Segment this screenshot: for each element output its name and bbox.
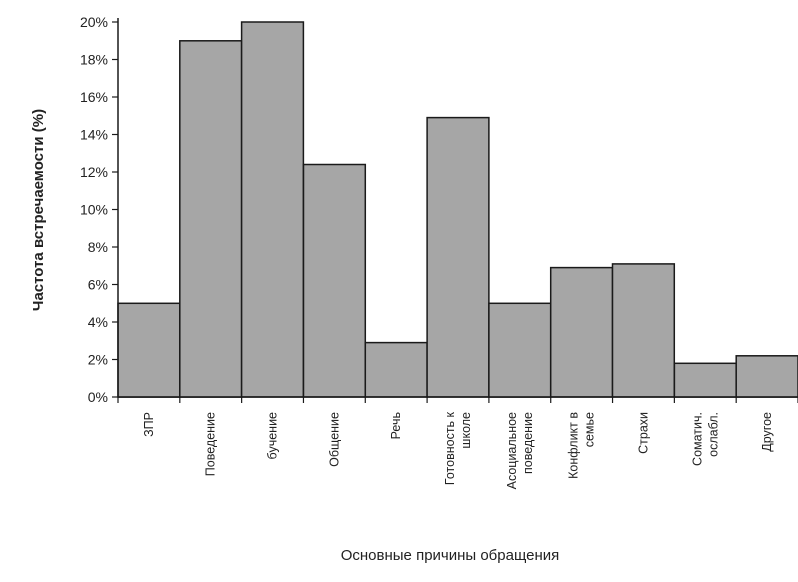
x-tick-label: ЗПР — [142, 412, 156, 437]
bar — [735, 355, 798, 398]
bar — [364, 341, 428, 398]
x-tick-label-line: Общение — [327, 412, 341, 467]
bar — [302, 163, 367, 398]
y-tick-label: 20% — [80, 14, 108, 30]
x-tick-label: Асоциальное поведение — [505, 412, 535, 489]
bar — [117, 302, 181, 398]
y-tick-label: 12% — [80, 164, 108, 180]
x-tick-label: Общение — [327, 412, 341, 467]
x-tick-label-line: семье — [583, 412, 597, 447]
y-tick-label: 18% — [80, 52, 108, 68]
x-tick-label: Конфликт в семье — [567, 412, 597, 479]
y-tick-label: 16% — [80, 89, 108, 105]
y-tick-label: 6% — [88, 277, 108, 293]
bar — [611, 263, 676, 398]
bar — [426, 116, 490, 398]
x-tick-label-line: поведение — [521, 412, 535, 474]
x-tick-label-line: Страхи — [637, 412, 651, 454]
x-tick-label-line: Речь — [389, 412, 403, 439]
y-tick-label: 2% — [88, 352, 108, 368]
x-tick-label-line: ослабл. — [706, 412, 720, 457]
bar — [179, 40, 243, 398]
x-tick-label-line: Другое — [760, 412, 774, 452]
y-tick-label: 8% — [88, 239, 108, 255]
y-tick-label: 10% — [80, 202, 108, 218]
bar — [549, 266, 614, 398]
bar — [240, 21, 305, 398]
x-tick-label: Готовность к школе — [443, 411, 473, 485]
axis-layer: 0% 2% 4% 6% 8% 10% 12% 14% 16% 18% 20% ЗПР Поведение… — [80, 14, 798, 489]
y-tick-label: 0% — [88, 389, 108, 405]
x-tick-label-line: Соматич. — [690, 412, 704, 466]
x-tick-label-line: школе — [459, 412, 473, 449]
x-tick-label: бучение — [266, 412, 280, 459]
x-tick-label-line: Конфликт в — [567, 412, 581, 479]
x-tick-label-line: Асоциальное — [505, 412, 519, 489]
bar — [673, 362, 737, 398]
bar — [488, 302, 552, 398]
y-axis-title: Частота встречаемости (%) — [30, 109, 47, 311]
x-axis-title: Основные причины обращения — [341, 547, 560, 564]
x-tick-label: Страхи — [637, 412, 651, 454]
x-tick-label-line: ЗПР — [142, 412, 156, 437]
x-tick-label: Соматич. ослабл. — [690, 412, 720, 466]
y-tick-label: 14% — [80, 127, 108, 143]
x-tick-label-line: Поведение — [204, 412, 218, 476]
x-tick-label-line: Готовность к — [443, 411, 457, 485]
x-tick-label: Поведение — [204, 412, 218, 476]
x-tick-label: Речь — [389, 412, 403, 439]
x-tick-label: Другое — [760, 412, 774, 452]
y-tick-label: 4% — [88, 314, 108, 330]
bars-layer — [117, 21, 798, 398]
x-tick-label-line: бучение — [266, 412, 280, 459]
